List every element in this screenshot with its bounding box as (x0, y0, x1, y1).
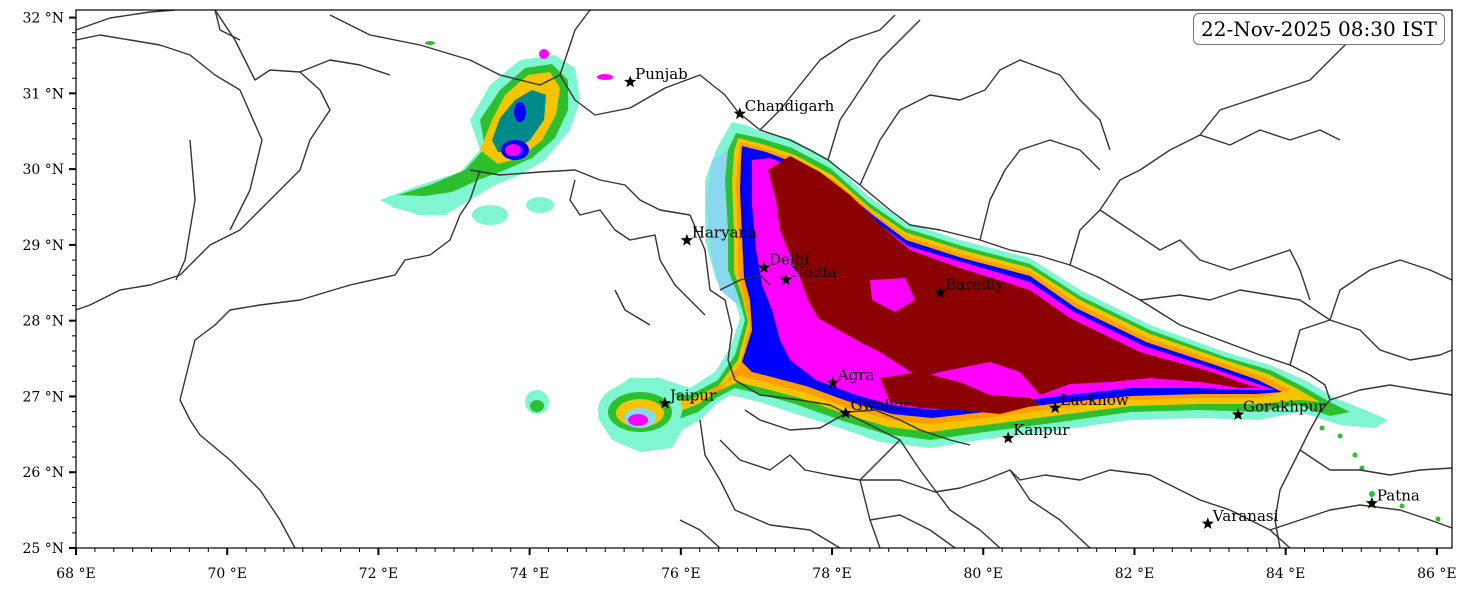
city-label: Varanasi (1212, 507, 1279, 525)
city-star-icon (658, 396, 672, 409)
city-star-icon (624, 75, 637, 88)
lat-tick-label: 29 °N (22, 238, 64, 254)
fog-level-8-hole (870, 278, 915, 312)
city-star-icon (1048, 401, 1062, 414)
city-star-icon (779, 273, 793, 285)
state-boundaries (76, 10, 1452, 548)
lon-tick-label: 80 °E (964, 566, 1003, 582)
city-label: Gwalior (851, 396, 911, 414)
city-label: Haryana (692, 223, 757, 241)
city-star-icon (1231, 408, 1245, 420)
map-area (76, 10, 1452, 548)
lon-tick-label: 70 °E (207, 566, 246, 582)
lon-tick-label: 74 °E (510, 566, 549, 582)
lat-tick-label: 32 °N (22, 11, 64, 27)
city-label: Gorakhpur (1243, 398, 1326, 416)
timestamp-box: 22-Nov-2025 08:30 IST (1193, 13, 1445, 45)
lat-tick-label: 30 °N (22, 162, 64, 178)
city-star-icon (1365, 496, 1378, 509)
city-star-icon (934, 286, 947, 298)
fog-level-9-south (880, 372, 1040, 414)
city-label: Punjab (635, 65, 688, 83)
lon-tick-label: 72 °E (359, 566, 398, 582)
lat-tick-label: 27 °N (22, 389, 64, 405)
city-label: Agra (837, 366, 875, 384)
city-star-icon (757, 261, 771, 273)
city-label: Bareilly (945, 276, 1004, 294)
lat-tick-label: 26 °N (22, 465, 64, 481)
city-star-icon (733, 107, 746, 120)
fog-east-dots (1319, 417, 1441, 522)
lon-tick-label: 78 °E (812, 566, 851, 582)
lon-tick-label: 76 °E (661, 566, 700, 582)
city-label: Patna (1377, 486, 1420, 504)
city-label: Chandigarh (745, 97, 835, 115)
city-star-icon (826, 376, 839, 389)
city-star-icon (1201, 517, 1214, 529)
fog-level-9 (768, 156, 1262, 395)
city-label: Delhi (769, 251, 809, 269)
plot-frame (75, 9, 1453, 549)
lat-tick-label: 31 °N (22, 86, 64, 102)
city-star-icon (680, 233, 694, 246)
lat-tick-label: 28 °N (22, 314, 64, 330)
lon-tick-label: 84 °E (1266, 566, 1305, 582)
lat-tick-label: 25 °N (22, 541, 64, 557)
city-label: Jaipur (668, 386, 717, 404)
city-star-icon (1002, 431, 1015, 444)
city-label: Lucknow (1060, 391, 1129, 409)
axis-ticks: 68 °E 70 °E 72 °E 74 °E 76 °E 78 °E 80 °E 82 °E… (22, 11, 1456, 582)
fog-main-region (598, 122, 1388, 452)
lon-tick-label: 68 °E (56, 566, 95, 582)
city-label: Kanpur (1013, 421, 1070, 439)
fog-jaipur-patch (525, 382, 682, 438)
lon-tick-label: 86 °E (1417, 566, 1456, 582)
fog-punjab-patch (380, 41, 613, 225)
city-star-icon (839, 406, 852, 419)
lon-tick-label: 82 °E (1115, 566, 1154, 582)
city-label: Noida (791, 263, 837, 281)
